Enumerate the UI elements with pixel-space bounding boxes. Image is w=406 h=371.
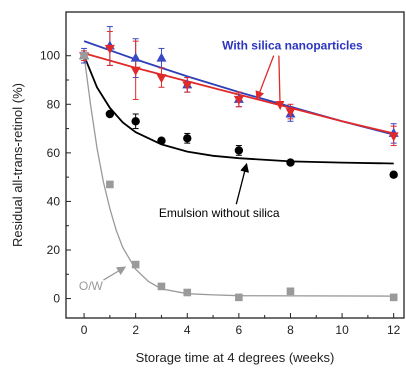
data-point-triangle-down xyxy=(233,95,244,105)
data-point-triangle-down xyxy=(285,108,296,118)
fit-curve-circle xyxy=(83,55,394,165)
x-tick-label: 0 xyxy=(81,323,88,337)
data-point-circle xyxy=(105,109,115,119)
data-point-circle xyxy=(234,146,244,155)
annotation-arrow xyxy=(235,162,249,205)
data-point-circle xyxy=(183,134,192,143)
x-tick-label: 10 xyxy=(335,323,349,337)
data-point-square xyxy=(389,293,398,302)
y-tick-label: 40 xyxy=(47,194,61,208)
plot-area xyxy=(65,11,405,319)
x-axis-label: Storage time at 4 degrees (weeks) xyxy=(136,350,335,365)
data-point-square xyxy=(286,287,295,296)
data-point-square xyxy=(235,293,243,302)
x-tick-label: 4 xyxy=(184,323,191,337)
y-axis-label: Residual all-trans-retinol (%) xyxy=(10,83,25,247)
data-point-square xyxy=(183,288,192,297)
y-tick-label: 100 xyxy=(40,49,60,63)
data-point-circle xyxy=(286,158,295,167)
data-point-square xyxy=(80,51,88,60)
data-point-triangle-down xyxy=(182,81,193,91)
x-tick-label: 8 xyxy=(287,323,294,337)
data-point-triangle-up xyxy=(156,52,167,62)
data-point-triangle-up xyxy=(130,52,141,62)
y-tick-label: 20 xyxy=(47,243,61,257)
y-tick-label: 80 xyxy=(47,97,61,111)
y-tick-label: 60 xyxy=(47,146,61,160)
data-point-circle xyxy=(131,117,140,126)
data-point-triangle-down xyxy=(156,74,167,84)
data-point-square xyxy=(157,282,166,291)
y-tick-label: 0 xyxy=(53,292,60,306)
data-point-circle xyxy=(389,170,398,179)
x-tick-label: 2 xyxy=(132,323,139,337)
data-point-triangle-down xyxy=(388,132,399,142)
annotation-label: With silica nanoparticles xyxy=(222,39,363,53)
x-tick-label: 12 xyxy=(387,323,401,337)
annotation-label: Emulsion without silica xyxy=(159,206,280,220)
annotation-arrow xyxy=(255,55,275,101)
data-point-circle xyxy=(157,136,166,145)
data-point-square xyxy=(106,180,114,189)
fit-curve-triangle-up xyxy=(83,40,394,136)
annotation-arrow xyxy=(103,266,127,281)
x-tick-label: 6 xyxy=(236,323,243,337)
fit-curve-square xyxy=(83,55,394,297)
annotation-arrow xyxy=(275,55,285,111)
data-point-triangle-down xyxy=(104,44,115,54)
data-point-square xyxy=(131,260,140,269)
data-point-triangle-down xyxy=(130,66,141,76)
annotation-label: O/W xyxy=(79,279,104,293)
